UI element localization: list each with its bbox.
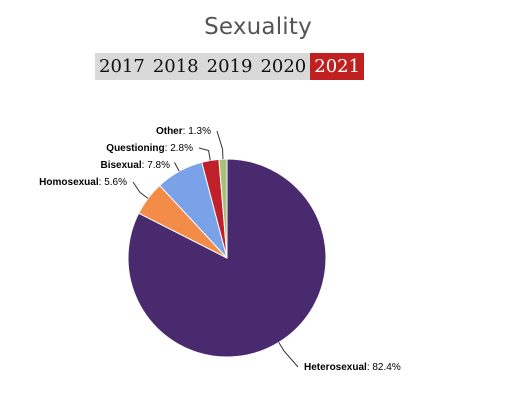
label-connectors (132, 130, 299, 368)
connector-homosexual (132, 181, 149, 199)
year-tab-2021[interactable]: 2021 (310, 53, 365, 80)
pie-slice-other[interactable] (218, 158, 228, 259)
connector-other (216, 130, 224, 160)
chart-title: Sexuality (204, 14, 312, 40)
connector-questioning (198, 147, 211, 161)
slice-label-bisexual: Bisexual: 7.8% (101, 160, 171, 171)
slice-label-other: Other: 1.3% (156, 126, 211, 137)
slice-labels: Heterosexual: 82.4% Homosexual: 5.6% Bisex… (39, 126, 401, 373)
year-tab-2019[interactable]: 2019 (206, 56, 253, 77)
connector-bisexual (174, 162, 180, 172)
connector-heterosexual (278, 342, 299, 368)
year-tab-2017[interactable]: 2017 (99, 56, 145, 77)
year-tab-2018[interactable]: 2018 (152, 56, 199, 77)
year-tab-2020[interactable]: 2020 (260, 56, 307, 77)
year-tabs: 2017 2018 2019 2020 2021 (95, 53, 365, 80)
pie-slices (127, 158, 327, 358)
slice-label-homosexual: Homosexual: 5.6% (39, 177, 127, 188)
slice-label-heterosexual: Heterosexual: 82.4% (304, 362, 401, 373)
slice-label-questioning: Questioning: 2.8% (106, 143, 193, 154)
